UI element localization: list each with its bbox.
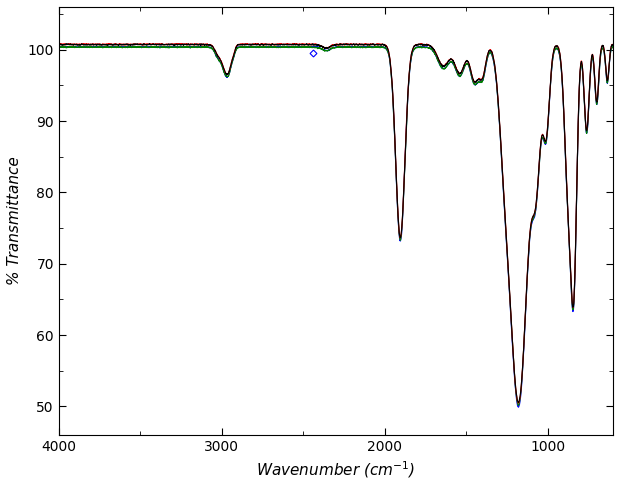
Y-axis label: % Transmittance: % Transmittance (7, 156, 22, 285)
X-axis label: Wavenumber (cm$^{-1}$): Wavenumber (cm$^{-1}$) (256, 459, 415, 480)
